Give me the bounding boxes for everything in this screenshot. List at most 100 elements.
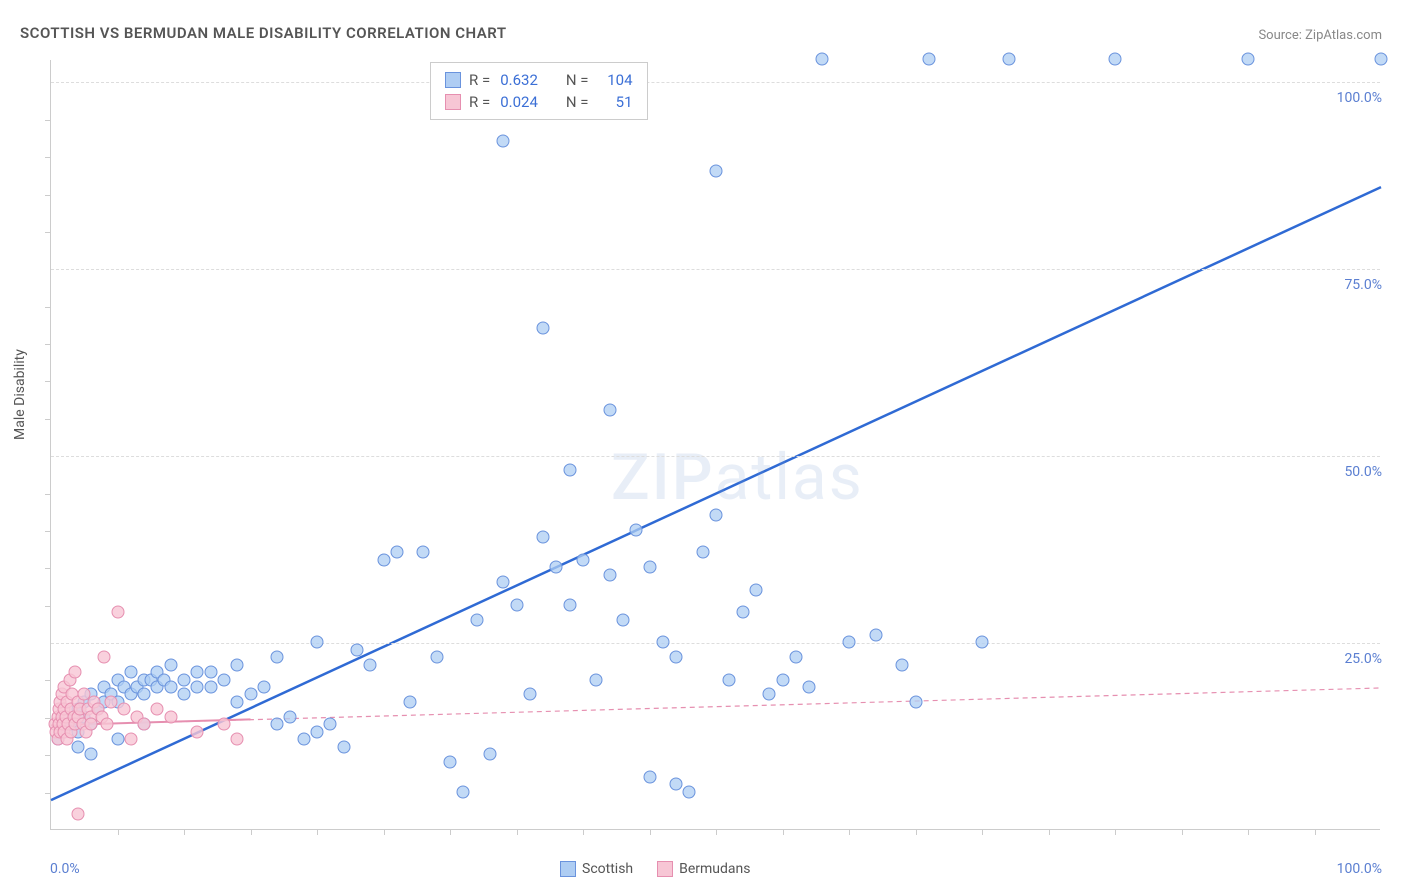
data-point — [563, 598, 576, 611]
data-point — [577, 553, 590, 566]
data-point — [643, 561, 656, 574]
data-point — [231, 733, 244, 746]
data-point — [696, 546, 709, 559]
x-minor-tick — [1049, 829, 1050, 835]
data-point — [590, 673, 603, 686]
y-tick-label: 100.0% — [1337, 90, 1382, 106]
x-minor-tick — [384, 829, 385, 835]
y-minor-tick — [45, 793, 51, 794]
data-point — [510, 598, 523, 611]
x-minor-tick — [184, 829, 185, 835]
data-point — [164, 710, 177, 723]
data-point — [71, 808, 84, 821]
y-minor-tick — [45, 157, 51, 158]
data-point — [736, 606, 749, 619]
data-point — [111, 606, 124, 619]
data-point — [118, 703, 131, 716]
y-minor-tick — [45, 195, 51, 196]
data-point — [922, 53, 935, 66]
data-point — [231, 695, 244, 708]
legend-swatch — [657, 861, 673, 877]
data-point — [470, 613, 483, 626]
plot-area: ZIPatlas — [50, 60, 1380, 830]
data-point — [497, 135, 510, 148]
x-tick-label: 100.0% — [1337, 861, 1382, 877]
data-point — [537, 531, 550, 544]
x-minor-tick — [849, 829, 850, 835]
data-point — [204, 680, 217, 693]
data-point — [537, 322, 550, 335]
data-point — [100, 718, 113, 731]
data-point — [104, 695, 117, 708]
x-minor-tick — [783, 829, 784, 835]
legend-row: R = 0.024 N = 51 — [445, 91, 633, 113]
data-point — [803, 680, 816, 693]
data-point — [271, 651, 284, 664]
y-tick-label: 50.0% — [1344, 464, 1382, 480]
data-point — [523, 688, 536, 701]
data-point — [84, 748, 97, 761]
data-point — [1242, 53, 1255, 66]
data-point — [124, 733, 137, 746]
data-point — [204, 666, 217, 679]
n-label: N = — [566, 91, 589, 113]
data-point — [603, 568, 616, 581]
data-point — [1002, 53, 1015, 66]
data-point — [550, 561, 563, 574]
data-point — [869, 628, 882, 641]
x-minor-tick — [1315, 829, 1316, 835]
data-point — [630, 523, 643, 536]
data-point — [257, 680, 270, 693]
data-point — [763, 688, 776, 701]
data-point — [178, 673, 191, 686]
y-minor-tick — [45, 755, 51, 756]
chart-title: SCOTTISH VS BERMUDAN MALE DISABILITY COR… — [20, 24, 507, 42]
r-value: 0.024 — [500, 91, 538, 113]
x-minor-tick — [583, 829, 584, 835]
data-point — [68, 666, 81, 679]
data-point — [643, 770, 656, 783]
data-point — [350, 643, 363, 656]
data-point — [896, 658, 909, 671]
trend-line — [51, 187, 1381, 800]
data-point — [324, 718, 337, 731]
data-point — [377, 553, 390, 566]
data-point — [497, 576, 510, 589]
y-minor-tick — [45, 307, 51, 308]
series-legend: ScottishBermudans — [560, 861, 751, 877]
x-minor-tick — [317, 829, 318, 835]
y-tick-label: 75.0% — [1344, 277, 1382, 293]
legend-row: R =0.632N =104 — [445, 69, 633, 91]
data-point — [138, 718, 151, 731]
y-minor-tick — [45, 232, 51, 233]
data-point — [297, 733, 310, 746]
x-minor-tick — [1248, 829, 1249, 835]
data-point — [789, 651, 802, 664]
gridline-h — [51, 643, 1380, 644]
chart-container: SCOTTISH VS BERMUDAN MALE DISABILITY COR… — [0, 0, 1406, 892]
n-value: 51 — [599, 91, 633, 113]
r-value: 0.632 — [500, 69, 538, 91]
data-point — [430, 651, 443, 664]
y-minor-tick — [45, 680, 51, 681]
gridline-h — [51, 269, 1380, 270]
source-label: Source: — [1258, 28, 1301, 43]
data-point — [178, 688, 191, 701]
x-minor-tick — [716, 829, 717, 835]
y-minor-tick — [45, 381, 51, 382]
data-point — [683, 785, 696, 798]
data-point — [670, 651, 683, 664]
data-point — [457, 785, 470, 798]
data-point — [723, 673, 736, 686]
r-label: R = — [469, 91, 490, 113]
y-minor-tick — [45, 606, 51, 607]
legend-item: Scottish — [560, 861, 633, 877]
data-point — [843, 636, 856, 649]
data-point — [284, 710, 297, 723]
data-point — [217, 673, 230, 686]
data-point — [191, 666, 204, 679]
x-minor-tick — [650, 829, 651, 835]
source-value: ZipAtlas.com — [1305, 28, 1382, 43]
y-minor-tick — [45, 531, 51, 532]
gridline-h — [51, 456, 1380, 457]
